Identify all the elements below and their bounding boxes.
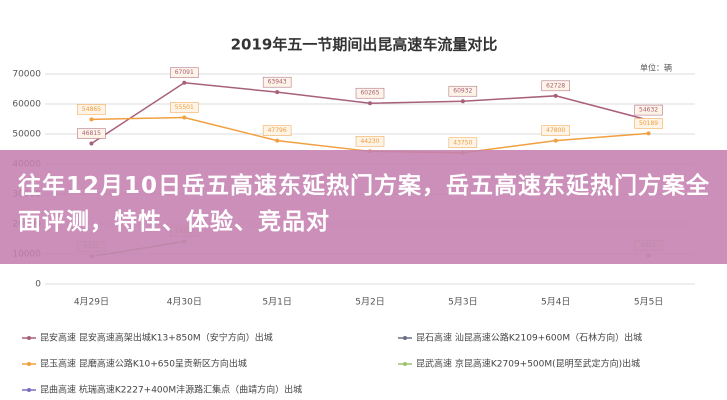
- value-label: 62728: [546, 82, 565, 89]
- value-label: 54865: [82, 106, 101, 113]
- value-label: 50189: [639, 120, 658, 127]
- legend-label: 昆玉高速 昆磨高速公路K10+650呈贡新区方向出城: [40, 358, 247, 370]
- value-label-box: [262, 125, 292, 136]
- legend-marker: [27, 336, 31, 340]
- x-tick-label: 4月29日: [74, 297, 109, 308]
- legend-marker: [403, 362, 407, 366]
- x-tick-label: 5月1日: [262, 297, 291, 308]
- value-label-box: [634, 118, 663, 129]
- y-tick-label: 0: [35, 280, 41, 290]
- value-label-box: [355, 136, 385, 147]
- banner: 往年12月10日岳五高速东延热门方案，岳五高速东延热门方案全面评测，特性、体验、…: [0, 150, 727, 264]
- value-label: 67091: [175, 69, 194, 76]
- point: [553, 138, 558, 143]
- value-label: 46815: [82, 130, 101, 137]
- point: [89, 141, 94, 146]
- value-label: 47800: [546, 127, 565, 134]
- point: [368, 101, 372, 106]
- value-label-box: [170, 67, 199, 78]
- value-label-box: [355, 87, 385, 99]
- legend-marker: [27, 362, 31, 366]
- point: [182, 80, 187, 85]
- value-label-box: [77, 104, 106, 115]
- chart-title: 2019年五一节期间出昆高速车流量对比: [231, 36, 498, 54]
- value-label: 54632: [639, 107, 658, 114]
- value-label-box: [448, 85, 478, 97]
- y-tick-label: 50000: [12, 130, 41, 140]
- legend-marker: [403, 336, 407, 340]
- legend-marker: [27, 388, 31, 392]
- x-tick-label: 5月3日: [448, 297, 477, 308]
- legend-label: 昆武高速 京昆高速K2709+500M(昆明至武定方向)出城: [416, 358, 640, 370]
- x-tick-label: 5月5日: [634, 297, 663, 308]
- value-label: 60932: [453, 88, 472, 95]
- value-label-box: [170, 102, 199, 113]
- point: [89, 117, 94, 122]
- point: [182, 115, 187, 120]
- value-label: 44230: [360, 138, 379, 145]
- y-tick-label: 70000: [12, 70, 41, 80]
- value-label-box: [448, 137, 478, 148]
- point: [275, 138, 280, 143]
- unit-note: 单位：辆: [640, 63, 672, 73]
- point: [275, 90, 280, 95]
- value-label-box: [541, 125, 570, 136]
- value-label: 47796: [268, 127, 287, 134]
- value-label: 60265: [360, 90, 379, 97]
- point: [460, 99, 465, 104]
- legend-label: 昆石高速 汕昆高速公路K2109+600M（石林方向）出城: [416, 332, 642, 344]
- value-label-box: [634, 104, 663, 116]
- x-tick-label: 5月2日: [355, 297, 384, 308]
- x-tick-label: 5月4日: [541, 297, 570, 308]
- legend-label: 昆安高速 昆安高速高架出城K13+850M（安宁方向）出城: [40, 332, 273, 344]
- legend-label: 昆曲高速 杭瑞高速K2227+400M沣源路汇集点（曲靖方向）出城: [40, 384, 302, 396]
- value-label: 55501: [175, 104, 194, 111]
- value-label-box: [262, 76, 292, 88]
- point: [646, 131, 651, 136]
- value-label-box: [541, 80, 570, 92]
- value-label: 63943: [268, 79, 287, 86]
- y-tick-label: 60000: [12, 100, 41, 110]
- point: [553, 93, 558, 98]
- x-tick-label: 4月30日: [167, 297, 202, 308]
- value-label-box: [77, 128, 106, 139]
- value-label: 43750: [453, 139, 472, 146]
